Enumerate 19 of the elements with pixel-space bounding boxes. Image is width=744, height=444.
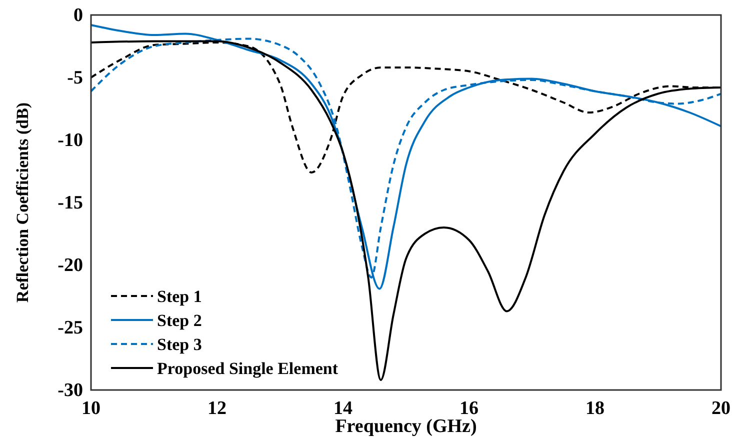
- y-axis-title: Reflection Coefficients (dB): [13, 102, 32, 303]
- x-tick-label: 14: [334, 398, 353, 419]
- x-tick-label: 16: [460, 398, 478, 419]
- y-tick-label: -15: [58, 192, 83, 214]
- legend-label: Proposed Single Element: [157, 359, 338, 378]
- y-tick-label: -5: [67, 68, 83, 88]
- legend-label: Step 3: [157, 335, 202, 354]
- legend-label: Step 2: [157, 311, 202, 330]
- x-tick-label: 10: [82, 398, 100, 419]
- y-tick-label: -25: [58, 318, 83, 338]
- x-tick-label: 12: [208, 398, 226, 419]
- y-tick-label: -20: [58, 255, 83, 276]
- y-tick-label: 0: [74, 5, 83, 26]
- y-tick-label: -10: [58, 130, 83, 151]
- x-axis-title: Frequency (GHz): [335, 416, 477, 437]
- x-tick-label: 18: [586, 398, 604, 419]
- legend-label: Step 1: [157, 287, 202, 306]
- y-tick-label: -30: [58, 380, 83, 401]
- x-tick-label: 20: [712, 398, 730, 419]
